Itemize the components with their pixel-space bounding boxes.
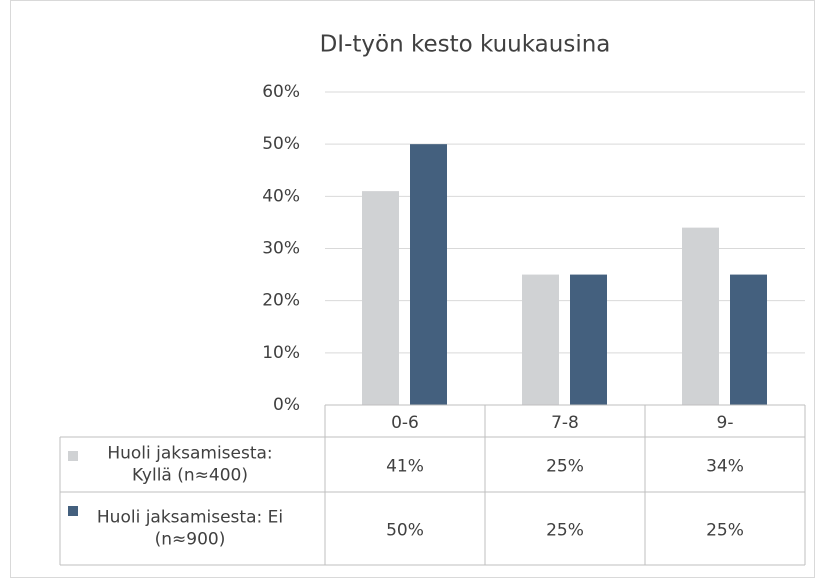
legend-label: Huoli jaksamisesta: Kyllä (n≈400)	[107, 444, 272, 486]
legend-key	[68, 451, 78, 461]
y-tick-label: 60%	[262, 82, 300, 102]
y-tick-label: 0%	[273, 395, 300, 415]
bar	[730, 274, 767, 405]
data-table-value: 34%	[706, 457, 744, 477]
legend-line: Huoli jaksamisesta: Ei	[97, 508, 283, 528]
x-tick-label: 7-8	[551, 413, 579, 433]
bar	[362, 191, 399, 405]
data-table-value: 41%	[386, 457, 424, 477]
legend-label: Huoli jaksamisesta: Ei (n≈900)	[97, 508, 283, 550]
data-table-value: 25%	[546, 521, 584, 541]
bar	[682, 227, 719, 405]
legend-key	[68, 506, 78, 516]
legend-line: Huoli jaksamisesta:	[107, 444, 272, 464]
bar	[410, 144, 447, 405]
data-table-value: 25%	[546, 457, 584, 477]
x-tick-label: 0-6	[391, 413, 419, 433]
y-tick-label: 10%	[262, 343, 300, 363]
legend-line: Kyllä (n≈400)	[132, 466, 248, 486]
y-tick-label: 40%	[262, 186, 300, 206]
x-tick-label: 9-	[717, 413, 734, 433]
y-tick-label: 30%	[262, 239, 300, 259]
y-tick-label: 20%	[262, 291, 300, 311]
y-tick-label: 50%	[262, 134, 300, 154]
bar	[570, 274, 607, 405]
chart-title: DI-työn kesto kuukausina	[320, 32, 611, 58]
legend-line: (n≈900)	[155, 530, 226, 550]
data-table-value: 25%	[706, 521, 744, 541]
data-table-value: 50%	[386, 521, 424, 541]
bar	[522, 274, 559, 405]
